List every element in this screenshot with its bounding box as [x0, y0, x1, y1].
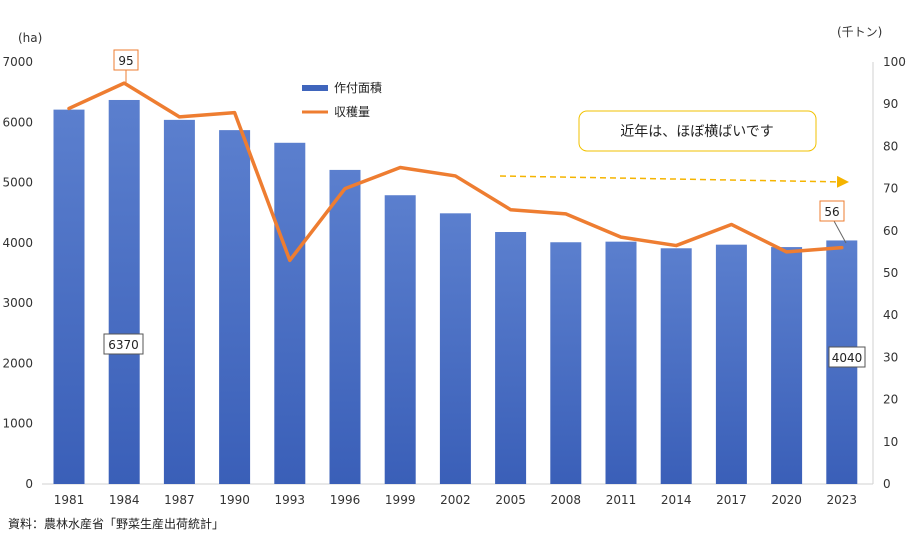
- left-tick-label: 1000: [2, 417, 33, 431]
- right-axis-ticks: 0 10 20 30 40 50 60 70 80 90 100: [883, 55, 906, 491]
- bar-2005: [495, 232, 527, 484]
- x-tick-label: 2023: [827, 493, 858, 507]
- svg-text:4040: 4040: [832, 351, 863, 365]
- x-tick-label: 2020: [771, 493, 802, 507]
- bar-1984: [108, 99, 140, 484]
- x-axis-ticks: 1981 1984 1987 1990 1993 1996 1999 2002 2005 2008…: [54, 493, 857, 507]
- bar-1993: [274, 142, 306, 485]
- left-tick-label: 5000: [2, 176, 33, 190]
- right-tick-label: 40: [883, 308, 898, 322]
- right-tick-label: 60: [883, 224, 898, 238]
- bar-2008: [550, 242, 582, 484]
- right-tick-label: 30: [883, 350, 898, 364]
- x-tick-label: 1993: [275, 493, 306, 507]
- note-text: 近年は、ほぼ横ばいです: [620, 124, 774, 140]
- left-tick-label: 0: [25, 477, 33, 491]
- bar-2020: [771, 247, 803, 484]
- bar-2011: [605, 241, 637, 484]
- callout-bar-2023: 4040: [828, 346, 866, 368]
- x-tick-label: 1999: [385, 493, 416, 507]
- source-note: 資料：農林水産省「野菜生産出荷統計」: [8, 517, 225, 531]
- x-tick-label: 1996: [330, 493, 361, 507]
- x-tick-label: 1990: [219, 493, 250, 507]
- left-tick-label: 6000: [2, 115, 33, 129]
- bar-2014: [660, 248, 692, 484]
- right-tick-label: 70: [883, 182, 898, 196]
- bar-2002: [439, 213, 471, 484]
- x-tick-label: 2005: [495, 493, 526, 507]
- left-axis-ticks: 0 1000 2000 3000 4000 5000 6000 7000: [2, 55, 33, 491]
- svg-text:6370: 6370: [108, 338, 139, 352]
- legend-line-label: 収穫量: [334, 105, 370, 119]
- callout-line-2023: 56: [819, 200, 847, 244]
- x-tick-label: 1981: [54, 493, 85, 507]
- x-tick-label: 2002: [440, 493, 471, 507]
- right-axis-unit: (千トン): [837, 25, 882, 39]
- bar-1987: [163, 119, 195, 485]
- x-tick-label: 2011: [606, 493, 637, 507]
- x-tick-label: 2017: [716, 493, 747, 507]
- bar-series: [53, 99, 858, 485]
- trend-arrow: [499, 175, 849, 188]
- left-axis-unit: (ha): [18, 31, 42, 45]
- bar-1990: [219, 130, 251, 484]
- bar-1996: [329, 169, 361, 484]
- svg-text:56: 56: [824, 205, 839, 219]
- x-tick-label: 2014: [661, 493, 692, 507]
- right-tick-label: 20: [883, 393, 898, 407]
- right-tick-label: 50: [883, 266, 898, 280]
- left-tick-label: 2000: [2, 356, 33, 370]
- line-series: [67, 81, 844, 263]
- x-tick-label: 1987: [164, 493, 195, 507]
- x-tick-label: 1984: [109, 493, 140, 507]
- left-tick-label: 4000: [2, 236, 33, 250]
- right-tick-label: 100: [883, 55, 906, 69]
- note-box: 近年は、ほぼ横ばいです: [578, 110, 817, 152]
- bar-2017: [715, 244, 747, 484]
- right-tick-label: 90: [883, 97, 898, 111]
- left-tick-label: 7000: [2, 55, 33, 69]
- legend-bar-swatch: [302, 85, 328, 91]
- left-tick-label: 3000: [2, 296, 33, 310]
- legend: 作付面積 収穫量: [302, 80, 382, 119]
- right-tick-label: 80: [883, 139, 898, 153]
- legend-bar-label: 作付面積: [334, 80, 382, 95]
- callout-line-1984: 95: [113, 49, 139, 84]
- x-tick-label: 2008: [551, 493, 582, 507]
- right-tick-label: 10: [883, 435, 898, 449]
- callout-bar-1984: 6370: [103, 333, 144, 355]
- bar-1981: [53, 109, 85, 484]
- svg-text:95: 95: [118, 54, 133, 68]
- right-tick-label: 0: [883, 477, 891, 491]
- bar-1999: [384, 195, 416, 484]
